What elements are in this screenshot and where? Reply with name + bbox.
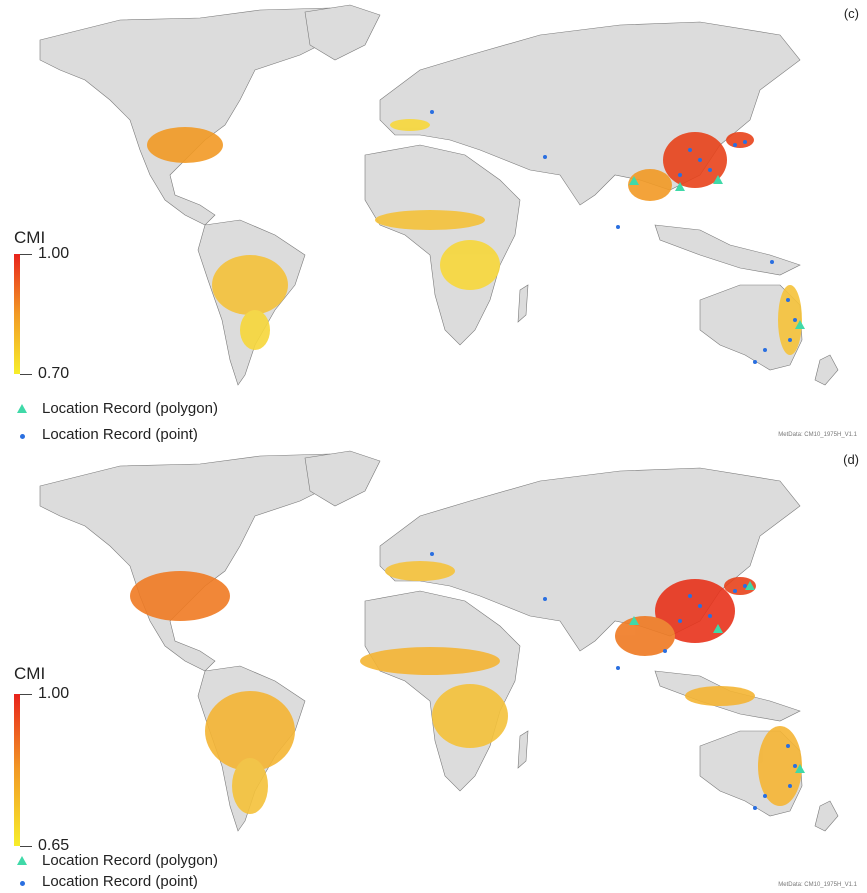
legend-min-label: 0.65 [38,837,70,854]
legend-polygon-row: Location Record (polygon) [14,852,218,869]
legend-tick-max [20,254,32,255]
map-panel-d: (d) CMI 1.00 0.65 Location Record (polyg… [0,446,867,893]
panel-label: (d) [843,452,859,467]
panel-label: (c) [843,6,859,21]
world-map-c [39,4,839,386]
landmass-c [39,4,839,386]
legend-min-label: 0.70 [38,365,70,382]
legend-polygon-label: Location Record (polygon) [42,852,218,869]
legend-max-label: 1.00 [38,245,70,262]
cmi-suitability-c [147,119,802,355]
legend-tick-max [20,694,32,695]
legend-point-row: Location Record (point) [14,426,198,443]
cmi-color-bar [14,254,20,374]
polygon-records-c [629,175,805,329]
legend-title: CMI [14,664,46,683]
legend-max-label: 1.00 [38,685,70,702]
cmi-suitability-d [130,561,802,814]
legend-point-label: Location Record (point) [42,426,198,443]
point-records-d [430,552,797,810]
cmi-color-bar [14,694,20,846]
dot-icon [14,426,30,443]
world-map-d [39,450,839,832]
legend-title: CMI [14,228,46,247]
legend-polygon-label: Location Record (polygon) [42,400,218,417]
triangle-icon [14,852,30,869]
polygon-records-d [629,581,805,773]
metadata-caption: MetData: CM10_1975H_V1.1 [778,432,857,438]
legend-point-row: Location Record (point) [14,873,198,890]
point-records-c [430,110,797,364]
legend-polygon-row: Location Record (polygon) [14,400,218,417]
legend-point-label: Location Record (point) [42,873,198,890]
legend-tick-min [20,846,32,847]
metadata-caption: MetData: CM10_1975H_V1.1 [778,882,857,888]
dot-icon [14,873,30,890]
legend-tick-min [20,374,32,375]
map-panel-c: (c) CMI 1.00 0.70 Location Record (polyg… [0,0,867,446]
landmass-d [39,450,839,832]
triangle-icon [14,400,30,417]
